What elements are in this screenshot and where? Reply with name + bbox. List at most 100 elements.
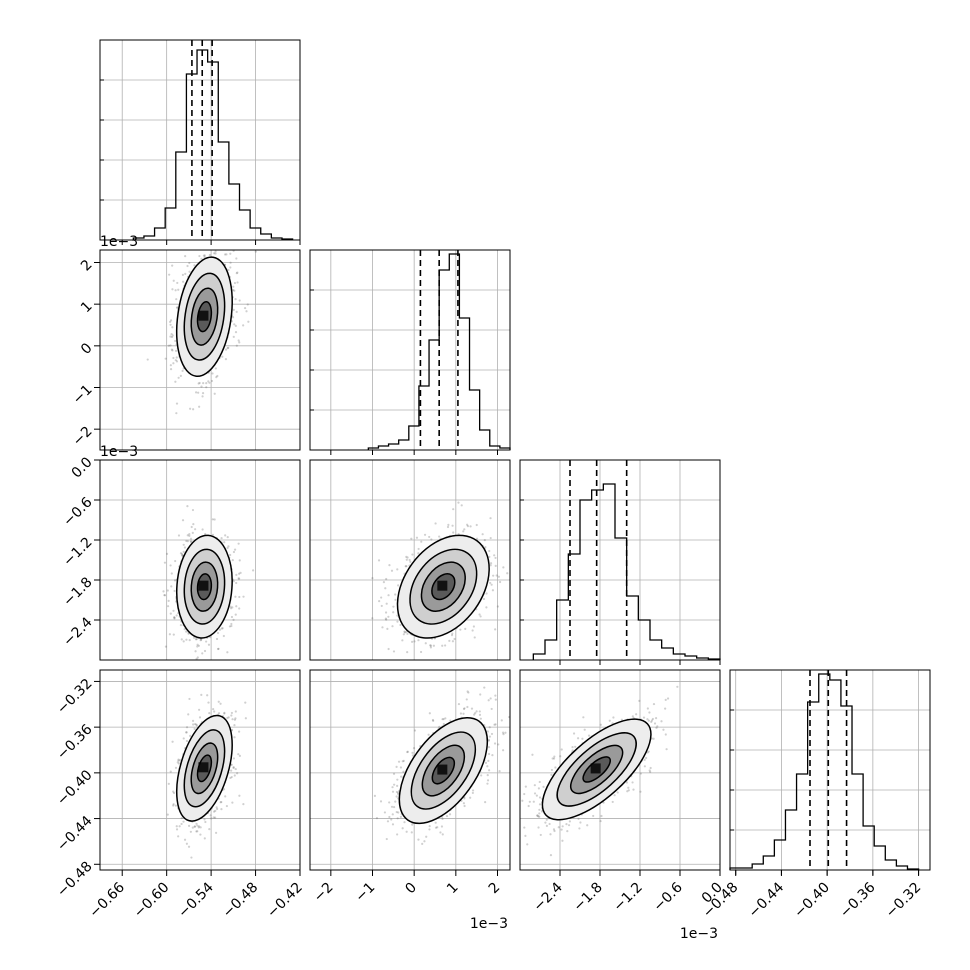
sample-point <box>201 395 204 398</box>
sample-point <box>174 766 178 769</box>
sample-point <box>181 554 184 557</box>
sample-point <box>163 594 167 597</box>
sample-point <box>537 787 540 790</box>
sample-point <box>185 842 188 845</box>
sample-point <box>512 778 514 780</box>
sample-point <box>216 664 218 666</box>
sample-point <box>233 774 236 777</box>
sample-point <box>403 821 406 824</box>
sample-point <box>218 628 222 631</box>
sample-point <box>146 358 149 361</box>
sample-point <box>451 640 455 643</box>
sample-point <box>466 690 469 693</box>
scatter-panel-3-1 <box>309 669 514 871</box>
sample-point <box>197 382 200 385</box>
sample-point <box>177 835 180 838</box>
sample-point <box>420 540 423 543</box>
sample-point <box>172 609 175 612</box>
sample-point <box>223 245 225 247</box>
sample-point <box>385 577 388 581</box>
sample-point <box>217 700 220 703</box>
sample-point <box>473 636 476 639</box>
sample-point <box>401 827 404 830</box>
sample-point <box>207 701 210 704</box>
sample-point <box>204 532 207 536</box>
sample-point <box>229 607 233 610</box>
sample-point <box>463 797 466 800</box>
sample-point <box>235 272 238 275</box>
sample-point <box>180 816 183 820</box>
sample-point <box>232 580 235 583</box>
sample-point <box>186 264 189 268</box>
sample-point <box>483 686 486 689</box>
sample-point <box>216 374 219 378</box>
sample-point <box>394 800 397 803</box>
histogram-step <box>132 49 294 240</box>
sample-point <box>204 820 207 824</box>
sample-point <box>209 814 212 817</box>
sample-point <box>434 821 437 824</box>
sample-point <box>175 828 179 831</box>
sample-point <box>245 310 248 313</box>
sample-point <box>387 594 390 597</box>
sample-point <box>411 751 414 754</box>
sample-point <box>175 298 178 301</box>
sample-point <box>238 299 241 302</box>
sample-point <box>192 523 195 526</box>
sample-point <box>168 633 171 636</box>
sample-point <box>527 804 530 808</box>
sample-point <box>494 723 497 726</box>
sample-point <box>202 382 205 385</box>
sample-point <box>228 625 232 628</box>
sample-point <box>219 702 222 705</box>
sample-point <box>208 828 211 831</box>
sample-point <box>195 830 198 833</box>
sample-point <box>225 253 228 256</box>
sample-point <box>506 572 509 575</box>
sample-point <box>175 402 179 405</box>
sample-point <box>484 761 488 764</box>
sample-point <box>444 717 447 720</box>
sample-point <box>515 523 517 525</box>
sample-point <box>411 754 414 757</box>
sample-point <box>183 838 187 841</box>
sample-point <box>229 266 232 269</box>
sample-point <box>199 826 202 829</box>
sample-point <box>232 766 235 769</box>
sample-point <box>168 273 171 276</box>
sample-point <box>231 316 235 319</box>
sample-point <box>237 577 240 580</box>
sample-point <box>234 324 237 327</box>
sample-point <box>188 534 191 538</box>
sample-point <box>386 820 390 823</box>
sample-point <box>502 566 505 569</box>
sample-point <box>215 806 218 809</box>
contour-line <box>409 548 478 625</box>
sample-point <box>448 639 451 642</box>
sample-point <box>246 303 249 306</box>
contour-line <box>175 534 233 639</box>
panel-frame <box>99 669 301 871</box>
sample-point <box>206 694 209 697</box>
scatter-panel-3-0 <box>99 669 301 871</box>
sample-point <box>227 716 230 719</box>
sample-point <box>223 711 226 714</box>
sample-point <box>205 382 208 385</box>
sample-point <box>395 810 398 814</box>
sample-point <box>201 528 204 531</box>
sample-point <box>453 637 456 641</box>
sample-point <box>169 770 172 773</box>
sample-point <box>191 719 195 722</box>
sample-point <box>471 789 475 792</box>
sample-point <box>440 825 444 828</box>
sample-point <box>203 649 207 653</box>
sample-point <box>232 308 235 312</box>
sample-point <box>185 726 189 729</box>
sample-point <box>198 708 201 711</box>
sample-point <box>200 385 203 388</box>
histogram-step <box>532 483 721 660</box>
sample-point <box>226 536 229 539</box>
sample-point <box>410 640 414 643</box>
sample-point <box>234 717 237 720</box>
